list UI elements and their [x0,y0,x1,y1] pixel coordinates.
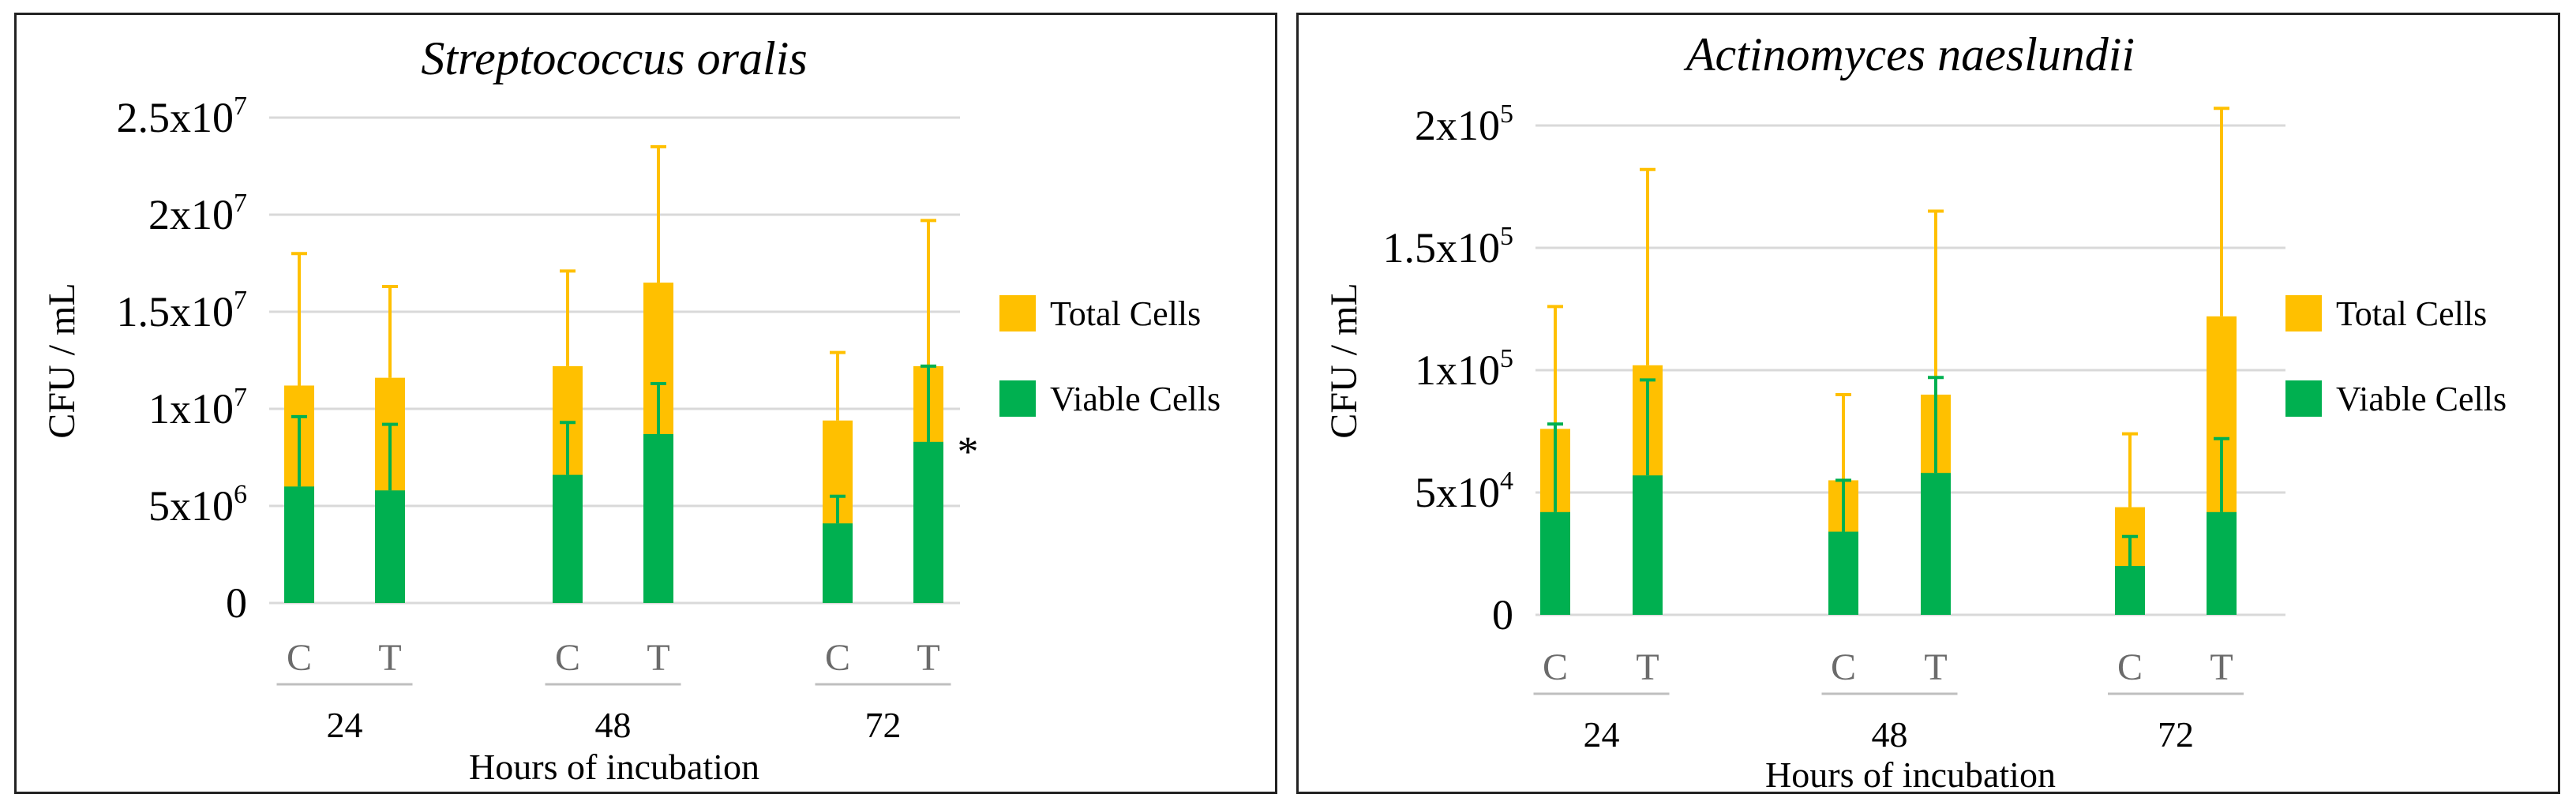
x-category-label: C [555,637,580,679]
chart-title: Streptococcus oralis [421,32,807,84]
y-tick-label: 0 [226,579,247,627]
legend-label-viable: Viable Cells [2336,380,2507,418]
bar-viable-cells [1921,473,1951,615]
legend-swatch-total [999,295,1036,331]
x-category-label: T [1636,646,1659,688]
legend-swatch-viable [999,380,1036,417]
x-category-label: T [647,637,669,679]
chart-svg-actinomyces: Actinomyces naeslundii 0 5x104 1x105 1.5x105… [1323,28,2507,792]
y-tick-label: 2x105 [1415,99,1513,149]
chart-svg-streptococcus: Streptococcus oralis 0 5x106 1x107 1.5x107 2x… [41,32,1221,787]
chart-panel-actinomyces: Actinomyces naeslundii 0 5x104 1x105 1.5x105… [1296,13,2560,794]
significance-annotation: * [958,428,979,475]
chart-title: Actinomyces naeslundii [1683,28,2135,81]
x-group-label: 24 [1584,714,1620,755]
x-category-label: C [1543,646,1568,688]
bar-viable-cells [375,490,405,603]
y-tick-label: 1.5x105 [1383,222,1514,272]
bar-viable-cells [1633,475,1663,615]
bar-viable-cells [553,474,583,603]
bar-viable-cells [643,433,673,603]
x-category-label: T [378,637,401,679]
bar-viable-cells [2207,511,2237,615]
x-group-label: 72 [2158,714,2194,755]
x-category-label: C [825,637,850,679]
y-axis-label: CFU / mL [1323,283,1365,438]
y-tick-label: 2.5x107 [117,92,248,141]
x-group-label: 48 [1872,714,1908,755]
y-tick-label: 0 [1492,591,1513,639]
bar-viable-cells [2115,566,2145,615]
x-category-label: T [1924,646,1947,688]
legend-label-total: Total Cells [1050,294,1201,333]
x-category-label: T [2210,646,2233,688]
bar-viable-cells [913,441,943,603]
legend-label-viable: Viable Cells [1050,380,1221,418]
bar-viable-cells [823,523,853,603]
bar-viable-cells [1828,531,1858,615]
x-category-label: T [917,637,939,679]
y-tick-label: 1x107 [148,383,247,433]
y-tick-label: 2x107 [148,189,247,238]
x-category-label: C [287,637,312,679]
bar-viable-cells [284,486,314,603]
y-tick-label: 1x105 [1415,344,1513,394]
x-category-label: C [1831,646,1856,688]
legend-label-total: Total Cells [2336,294,2487,333]
x-axis-label: Hours of incubation [469,747,759,787]
y-tick-label: 5x106 [148,480,247,530]
y-tick-label: 5x104 [1415,466,1513,516]
x-axis-label: Hours of incubation [1765,755,2056,792]
legend-swatch-total [2285,295,2322,331]
x-group-label: 24 [327,705,363,745]
legend-swatch-viable [2285,380,2322,417]
bar-viable-cells [1540,511,1570,615]
chart-panel-streptococcus: Streptococcus oralis 0 5x106 1x107 1.5x107 2x… [14,13,1277,794]
y-axis-label: CFU / mL [41,283,83,438]
x-group-label: 72 [865,705,902,745]
x-category-label: C [2117,646,2143,688]
y-tick-label: 1.5x107 [117,286,248,335]
x-group-label: 48 [595,705,632,745]
